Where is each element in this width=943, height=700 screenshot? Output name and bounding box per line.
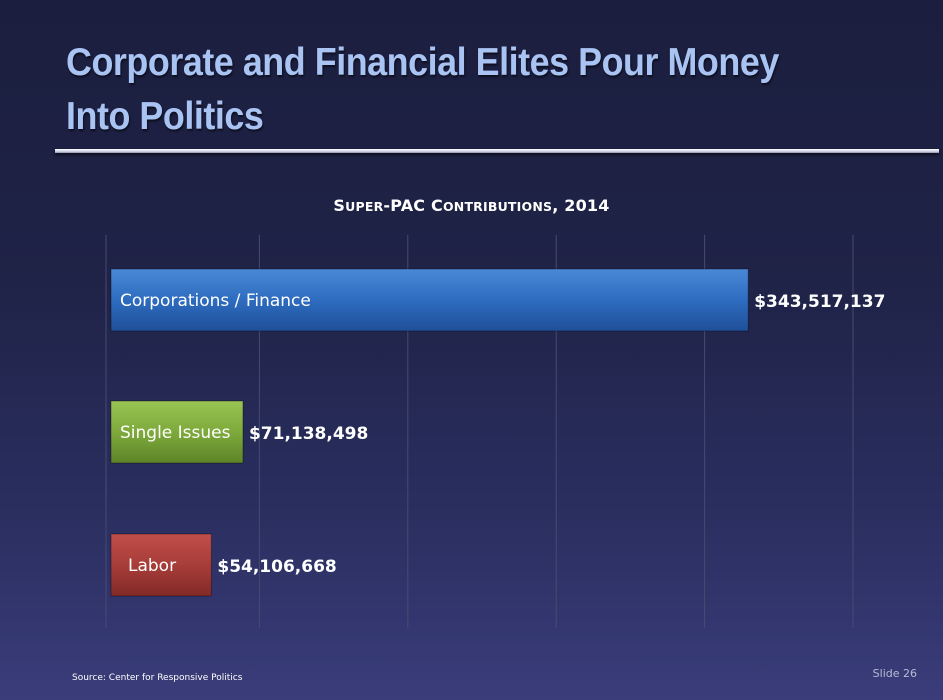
chart-title-part: UPER (345, 199, 384, 214)
bar-value-label: $343,517,137 (754, 292, 885, 312)
chart-title: SUPER-PAC CONTRIBUTIONS, 2014 (0, 196, 943, 215)
bar-category-label: Corporations / Finance (120, 291, 311, 311)
slide-number: Slide 26 (872, 667, 917, 680)
chart-title-part: S (333, 196, 346, 215)
bars (110, 268, 749, 597)
title-underline (55, 149, 939, 153)
bar-category-label: Single Issues (120, 423, 231, 443)
bar-value-label: $71,138,498 (249, 424, 368, 444)
bar-1 (110, 400, 244, 464)
source-note: Source: Center for Responsive Politics (72, 673, 243, 683)
bar-category-label: Labor (128, 556, 176, 576)
chart-title-part: -PAC C (383, 196, 443, 215)
bar-value-label: $54,106,668 (217, 557, 336, 577)
slide-title: Corporate and Financial Elites Pour Mone… (66, 41, 779, 138)
bar-2 (110, 533, 212, 597)
chart-title-part: , 2014 (552, 196, 610, 215)
chart-title-part: ONTRIBUTIONS (442, 199, 553, 214)
labels: Corporations / Finance $343,517,137 Single… (120, 291, 885, 577)
bar-0 (110, 268, 749, 332)
